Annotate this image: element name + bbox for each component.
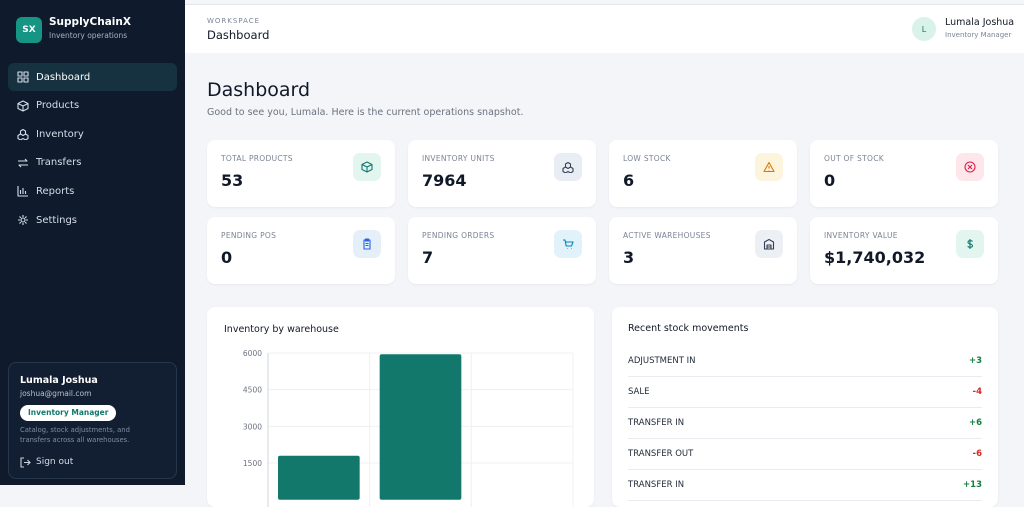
stat-icon-glyph bbox=[964, 161, 976, 173]
brand-name: SupplyChainX bbox=[49, 16, 131, 28]
sign-out-icon bbox=[20, 457, 31, 468]
movement-delta: +3 bbox=[968, 356, 982, 366]
stat-icon-glyph bbox=[763, 161, 775, 173]
bar bbox=[278, 455, 360, 500]
chart-card: Inventory by warehouse 1500 3000 4500 6000 bbox=[207, 307, 594, 507]
stat-icon bbox=[554, 153, 582, 181]
movement-delta: +13 bbox=[963, 480, 982, 490]
page-subtitle: Good to see you, Lumala. Here is the cur… bbox=[207, 107, 524, 118]
nav-icon bbox=[17, 129, 29, 141]
nav-icon bbox=[17, 100, 29, 112]
stat-icon-glyph bbox=[563, 239, 574, 250]
stat-icon-glyph bbox=[562, 161, 574, 173]
page-title: Dashboard bbox=[207, 79, 311, 101]
stat-icon-glyph bbox=[361, 161, 373, 173]
nav-icon bbox=[17, 186, 28, 197]
stat-icon bbox=[554, 230, 582, 258]
movement-type: SALE bbox=[628, 387, 650, 397]
avatar: L bbox=[912, 17, 936, 41]
stat-value: 7964 bbox=[422, 171, 467, 190]
movement-type: TRANSFER IN bbox=[628, 480, 685, 490]
stat-card: ACTIVE WAREHOUSES 3 bbox=[609, 217, 797, 284]
nav-item[interactable]: Products bbox=[8, 92, 177, 120]
stat-icon-glyph bbox=[763, 238, 775, 250]
movement-delta: -6 bbox=[972, 449, 982, 459]
user-name: Lumala Joshua bbox=[20, 375, 98, 386]
stat-icon-glyph bbox=[363, 238, 371, 250]
header-title: Dashboard bbox=[207, 28, 270, 42]
user-description: Catalog, stock adjustments, and transfer… bbox=[20, 426, 130, 444]
chart-title: Inventory by warehouse bbox=[224, 324, 339, 335]
movement-row: TRANSFER IN +13 bbox=[628, 470, 982, 501]
nav-item[interactable]: Dashboard bbox=[8, 63, 177, 91]
brand-subtitle: Inventory operations bbox=[49, 31, 128, 40]
stat-label: ACTIVE WAREHOUSES bbox=[623, 231, 711, 240]
stat-icon-glyph bbox=[967, 239, 974, 249]
stat-card: OUT OF STOCK 0 bbox=[810, 140, 998, 207]
nav-item[interactable]: Transfers bbox=[8, 149, 177, 177]
stat-value: 7 bbox=[422, 248, 434, 267]
sidebar: SX SupplyChainX Inventory operations Das… bbox=[0, 0, 185, 485]
movement-row: TRANSFER OUT -6 bbox=[628, 439, 982, 470]
stat-value: $1,740,032 bbox=[824, 248, 926, 267]
y-tick-label: 6000 bbox=[243, 349, 262, 358]
nav-icon bbox=[18, 158, 28, 168]
stat-value: 0 bbox=[221, 248, 233, 267]
nav-item[interactable]: Inventory bbox=[8, 120, 177, 148]
user-email: joshua@gmail.com bbox=[20, 389, 92, 398]
movement-type: ADJUSTMENT IN bbox=[628, 356, 696, 366]
movement-row: TRANSFER IN +6 bbox=[628, 408, 982, 439]
stat-label: PENDING ORDERS bbox=[422, 231, 495, 240]
y-tick-label: 1500 bbox=[243, 459, 262, 468]
stat-label: INVENTORY UNITS bbox=[422, 154, 495, 163]
stat-card: INVENTORY UNITS 7964 bbox=[408, 140, 596, 207]
role-badge: Inventory Manager bbox=[20, 405, 117, 421]
stat-card: LOW STOCK 6 bbox=[609, 140, 797, 207]
top-bar: WORKSPACE Dashboard L Lumala Joshua Inve… bbox=[185, 4, 1024, 53]
movements-card: Recent stock movements ADJUSTMENT IN +3 SA… bbox=[612, 307, 998, 507]
stat-label: TOTAL PRODUCTS bbox=[221, 154, 293, 163]
header-user-name: Lumala Joshua bbox=[945, 17, 1015, 28]
stat-value: 0 bbox=[824, 171, 836, 190]
stat-card: INVENTORY VALUE $1,740,032 bbox=[810, 217, 998, 284]
movement-delta: -4 bbox=[972, 387, 982, 397]
stat-icon bbox=[755, 153, 783, 181]
stat-icon bbox=[956, 153, 984, 181]
logo: SX bbox=[16, 17, 42, 43]
movement-row: SALE -4 bbox=[628, 377, 982, 408]
header-user-role: Inventory Manager bbox=[945, 31, 1012, 39]
movement-row: ADJUSTMENT IN +3 bbox=[628, 346, 982, 377]
chart: Inventory by warehouse 1500 3000 4500 6000 bbox=[224, 324, 574, 507]
stat-icon bbox=[755, 230, 783, 258]
bar bbox=[379, 354, 462, 500]
stat-card: PENDING ORDERS 7 bbox=[408, 217, 596, 284]
user-card: Lumala Joshua joshua@gmail.com Inventory… bbox=[8, 362, 177, 479]
stat-icon bbox=[956, 230, 984, 258]
stat-label: PENDING POS bbox=[221, 231, 277, 240]
eyebrow: WORKSPACE bbox=[207, 17, 261, 25]
movements-title: Recent stock movements bbox=[628, 323, 749, 334]
stat-card: PENDING POS 0 bbox=[207, 217, 395, 284]
nav-icon bbox=[18, 215, 28, 225]
stat-icon bbox=[353, 153, 381, 181]
movement-delta: +6 bbox=[968, 418, 982, 428]
nav-item[interactable]: Reports bbox=[8, 177, 177, 205]
nav-icon bbox=[17, 71, 29, 83]
stat-value: 6 bbox=[623, 171, 635, 190]
stat-value: 53 bbox=[221, 171, 244, 190]
sign-out[interactable]: Sign out bbox=[36, 457, 74, 467]
movement-type: TRANSFER IN bbox=[628, 418, 685, 428]
nav-item[interactable]: Settings bbox=[8, 206, 177, 234]
stat-card: TOTAL PRODUCTS 53 bbox=[207, 140, 395, 207]
stat-label: OUT OF STOCK bbox=[824, 154, 884, 163]
stat-icon bbox=[353, 230, 381, 258]
y-tick-label: 3000 bbox=[243, 422, 262, 431]
stat-label: INVENTORY VALUE bbox=[824, 231, 898, 240]
stat-value: 3 bbox=[623, 248, 635, 267]
stat-label: LOW STOCK bbox=[623, 154, 671, 163]
movement-type: TRANSFER OUT bbox=[628, 449, 694, 459]
y-tick-label: 4500 bbox=[243, 386, 262, 395]
